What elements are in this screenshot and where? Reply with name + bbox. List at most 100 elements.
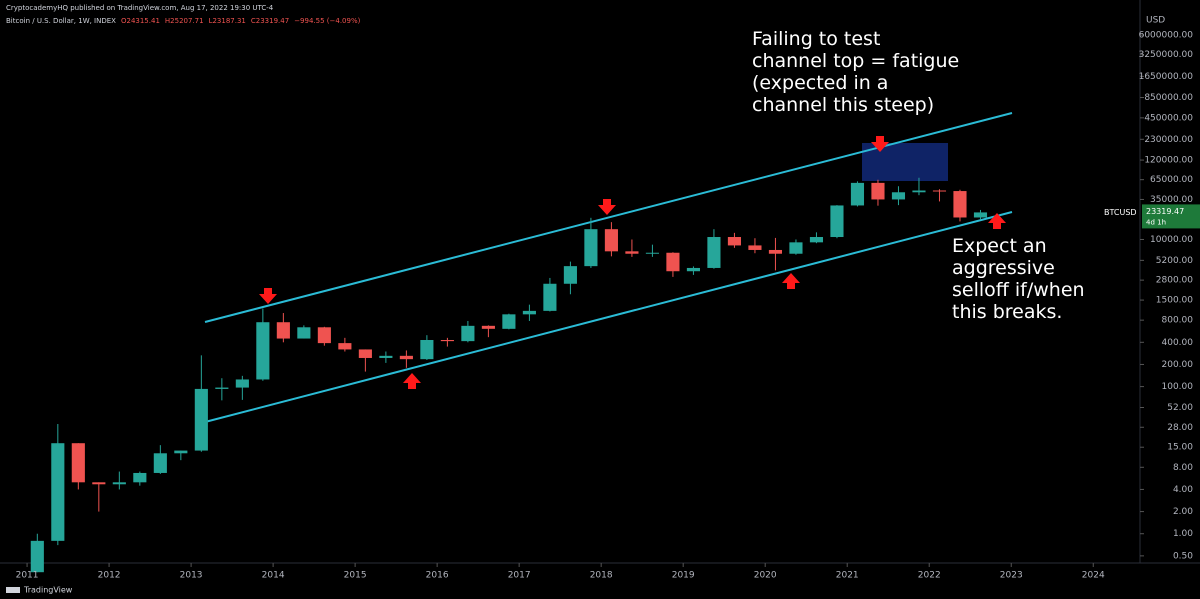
x-tick-label: 2016 [426, 571, 449, 581]
x-tick-label: 2017 [508, 571, 531, 581]
legend-item: H25207.71 [165, 17, 204, 25]
y-tick-label: 28.00 [1167, 423, 1193, 433]
arrows [259, 136, 1006, 389]
y-tick-label: 1650000.00 [1139, 72, 1194, 82]
y-tick-label: 1.00 [1173, 529, 1193, 539]
annotation-line: channel this steep) [752, 94, 934, 116]
candle-body [522, 310, 536, 315]
x-tick-label: 2015 [344, 571, 367, 581]
channel-bottom [204, 211, 1013, 423]
arrow-down [871, 136, 889, 152]
candle-body [830, 205, 844, 238]
y-tick-label: 15.00 [1167, 443, 1193, 453]
x-tick-label: 2012 [98, 571, 121, 581]
candles [30, 177, 988, 573]
candle-body [871, 182, 885, 200]
candle-body [584, 229, 598, 267]
candle-body [625, 251, 639, 254]
y-tick-label: 5200.00 [1156, 256, 1193, 266]
candle-body [153, 453, 167, 473]
x-tick-label: 2022 [918, 571, 941, 581]
candle-body [809, 237, 824, 243]
annotation-line: aggressive [952, 257, 1055, 279]
candle-body [215, 387, 229, 389]
candle-body [789, 242, 803, 254]
candle-body [92, 482, 106, 485]
candle-body [112, 482, 126, 485]
y-tick-label: 2800.00 [1156, 276, 1193, 286]
y-tick-label: 850000.00 [1144, 93, 1193, 103]
candle-body [338, 343, 352, 350]
x-tick-label: 2013 [180, 571, 203, 581]
y-tick-label: 6000000.00 [1139, 31, 1194, 41]
y-tick-label: 52.00 [1167, 403, 1193, 413]
brand-logo [6, 587, 20, 593]
y-tick-label: 450000.00 [1144, 113, 1193, 123]
y-tick-label: 3250000.00 [1139, 50, 1194, 60]
candle-body [174, 450, 188, 454]
candle-body [51, 443, 65, 541]
candle-body [953, 191, 967, 218]
y-tick-label: 120000.00 [1144, 156, 1193, 166]
y-tick-label: 100.00 [1162, 382, 1194, 392]
price-label-symbol: BTCUSD [1104, 208, 1137, 217]
legend-item: Bitcoin / U.S. Dollar, 1W, INDEX [6, 17, 116, 25]
candle-body [256, 322, 270, 380]
x-tick-label: 2018 [590, 571, 613, 581]
x-tick-label: 2023 [1000, 571, 1023, 581]
candle-body [645, 252, 659, 254]
y-tick-label: 200.00 [1162, 360, 1194, 370]
candle-body [420, 339, 434, 360]
y-tick-label: 35000.00 [1150, 195, 1193, 205]
price-label-value: 23319.47 [1146, 207, 1184, 216]
legend-item: L23187.31 [209, 17, 246, 25]
arrow-up [988, 213, 1006, 229]
y-tick-label: 10000.00 [1150, 235, 1193, 245]
candle-body [71, 443, 85, 483]
y-tick-label: 400.00 [1162, 338, 1194, 348]
x-tick-label: 2019 [672, 571, 695, 581]
y-tick-label: 8.00 [1173, 463, 1193, 473]
arrow-down [259, 288, 277, 304]
y-tick-label: 0.50 [1173, 551, 1193, 561]
y-tick-label: 65000.00 [1150, 175, 1193, 185]
price-label-countdown: 4d 1h [1146, 218, 1166, 226]
highlight-box [862, 143, 948, 181]
legend: Bitcoin / U.S. Dollar, 1W, INDEX O24315.4… [6, 17, 361, 25]
candle-body [707, 237, 721, 268]
candle-body [317, 327, 331, 344]
candle-body [891, 192, 906, 200]
candle-body [297, 327, 311, 339]
annotation-line: Expect an [952, 235, 1047, 257]
annotation-line: Failing to test [752, 28, 880, 50]
candle-body [932, 190, 947, 192]
candle-body [461, 325, 475, 342]
candle-body [563, 266, 577, 284]
y-tick-label: 800.00 [1162, 316, 1194, 326]
candle-body [133, 472, 147, 483]
y-tick-label: 2.00 [1173, 507, 1193, 517]
arrow-down [598, 199, 616, 215]
y-tick-label: 1500.00 [1156, 296, 1193, 306]
candle-body [912, 190, 926, 193]
candle-body [543, 283, 557, 311]
legend-item: C23319.47 [251, 17, 289, 25]
x-tick-label: 2014 [262, 571, 285, 581]
price-label-box [1142, 204, 1200, 229]
annotation-line: this breaks. [952, 301, 1062, 323]
x-tick-label: 2024 [1082, 571, 1105, 581]
candle-body [30, 540, 44, 573]
candle-body [666, 252, 680, 272]
candle-body [502, 314, 516, 329]
candle-body [440, 339, 454, 342]
candle-body [235, 379, 249, 388]
arrow-up [782, 273, 800, 289]
x-tick-label: 2020 [754, 571, 777, 581]
annotation-line: (expected in a [752, 72, 888, 94]
brand: TradingView [23, 586, 73, 595]
x-tick-label: 2011 [16, 571, 39, 581]
candle-body [379, 355, 393, 358]
candle-body [748, 245, 762, 250]
